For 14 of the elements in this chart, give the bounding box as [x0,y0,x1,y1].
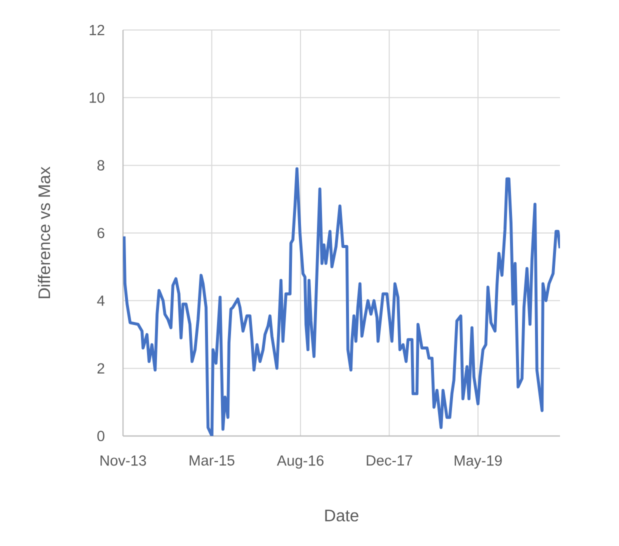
x-tick-label: May-19 [454,455,502,469]
x-tick-label: Nov-13 [100,455,146,466]
x-tick-label: Mar-15 [190,455,234,466]
y-tick-label: 8 [97,160,104,171]
y-tick-label: 4 [97,296,105,306]
y-tick-label: 10 [90,92,104,103]
x-axis-title: Date [325,510,358,522]
y-tick-label: 0 [97,430,104,442]
y-tick-label: 6 [98,228,104,238]
x-tick-label: Aug-16 [276,455,324,469]
y-tick-label: 12 [90,24,104,36]
y-tick-label: 2 [98,363,104,374]
x-tick-label: Dec-17 [366,455,412,466]
y-axis-title: Difference vs Max [38,166,50,298]
